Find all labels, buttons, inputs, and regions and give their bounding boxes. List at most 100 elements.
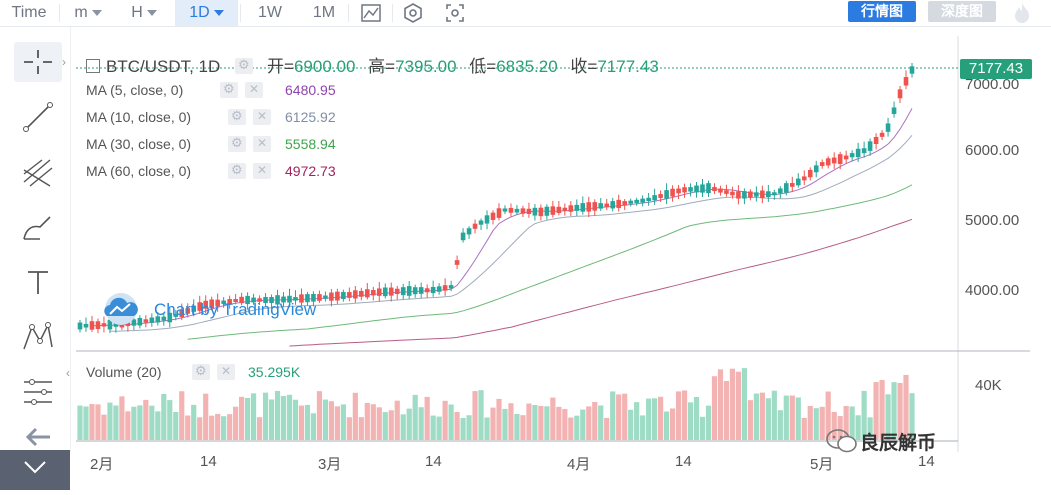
ma-line <box>91 108 913 327</box>
volume-bar <box>562 409 568 440</box>
close-icon[interactable] <box>253 163 271 179</box>
tab-hours[interactable]: H <box>118 0 170 26</box>
candle-body <box>173 313 179 317</box>
settings-button[interactable] <box>396 0 430 26</box>
candle-body <box>185 308 191 314</box>
close-icon[interactable] <box>217 364 235 380</box>
low-label: 低= <box>469 57 497 76</box>
candle-body <box>388 287 394 296</box>
candle-body <box>89 321 95 330</box>
tab-time[interactable]: Time <box>0 0 58 26</box>
candle-body <box>825 158 831 166</box>
candle-body <box>341 292 346 300</box>
high-label: 高= <box>368 57 396 76</box>
gear-icon[interactable] <box>228 135 246 152</box>
candle-body <box>209 299 214 309</box>
tab-1m[interactable]: 1M <box>302 0 346 26</box>
text-tool[interactable] <box>14 262 62 302</box>
volume-bar <box>370 404 376 440</box>
tab-minutes[interactable]: m <box>62 0 114 26</box>
candle-body <box>394 288 400 295</box>
candle-body <box>532 207 538 216</box>
brush-tool[interactable] <box>14 207 62 247</box>
candle-body <box>568 205 574 212</box>
candle-body <box>77 322 83 330</box>
candle-body <box>83 323 89 328</box>
screenshot-button[interactable] <box>438 0 472 26</box>
candle-body <box>819 162 825 166</box>
gear-icon[interactable] <box>220 81 238 98</box>
arrow-tool[interactable] <box>14 422 62 462</box>
volume-bar <box>765 398 771 440</box>
pitchfork-tool[interactable] <box>14 152 62 192</box>
measure-tool[interactable] <box>14 372 62 412</box>
volume-bar <box>364 402 370 440</box>
volume-bar <box>143 399 149 440</box>
volume-bar <box>819 406 825 440</box>
volume-bar <box>807 405 813 440</box>
gear-icon[interactable] <box>235 57 254 74</box>
open-label: 开= <box>267 57 294 76</box>
candle-body <box>412 287 418 295</box>
candle-body <box>550 206 556 215</box>
trend-line-tool[interactable] <box>14 97 62 137</box>
close-icon[interactable] <box>253 136 271 152</box>
gear-icon[interactable] <box>228 162 246 179</box>
volume-bar <box>717 369 724 440</box>
chevron-right-icon: › <box>62 55 66 69</box>
volume-bar <box>460 417 466 440</box>
volume-bar <box>801 417 807 440</box>
volume-bar <box>520 415 526 440</box>
collapse-legend-icon[interactable] <box>86 59 100 73</box>
ma-line <box>289 218 913 347</box>
volume-bar <box>173 411 179 440</box>
tradingview-watermark[interactable]: Chart by TradingView <box>97 292 316 328</box>
time-tick: 14 <box>425 453 442 470</box>
volume-bar <box>532 404 538 440</box>
volume-bar <box>221 416 227 440</box>
close-icon[interactable] <box>253 109 271 125</box>
volume-bar <box>256 417 263 440</box>
volume-bar <box>837 416 843 440</box>
candle-body <box>873 136 879 145</box>
candle-body <box>424 288 430 293</box>
candle-body <box>885 123 891 132</box>
volume-bar <box>526 403 532 440</box>
crosshair-tool[interactable] <box>14 42 62 82</box>
tab-1d[interactable]: 1D <box>175 0 238 26</box>
gear-icon[interactable] <box>228 108 246 125</box>
volume-bar <box>747 400 753 440</box>
candle-body <box>867 141 873 151</box>
chart-type-button[interactable] <box>354 0 388 26</box>
price-tick: 7000.00 <box>965 76 1020 93</box>
volume-bar <box>292 399 299 440</box>
gear-icon[interactable] <box>192 363 210 380</box>
volume-bar <box>472 391 478 440</box>
volume-bar <box>861 390 867 440</box>
volume-bar <box>149 405 155 440</box>
volume-bar <box>209 415 215 440</box>
tab-1w[interactable]: 1W <box>248 0 292 26</box>
collapse-toolbar-button[interactable] <box>0 450 70 490</box>
price-chart[interactable] <box>70 27 1030 452</box>
close-icon[interactable] <box>245 82 263 98</box>
candle-body <box>329 292 334 301</box>
volume-bar <box>191 404 197 440</box>
volume-bar <box>239 396 245 440</box>
candle-body <box>359 290 364 297</box>
chevron-left-icon[interactable]: ‹ <box>66 366 70 380</box>
market-view-button[interactable]: 行情图 <box>848 1 916 22</box>
volume-bar <box>484 417 490 440</box>
candle-body <box>772 192 777 196</box>
depth-view-button[interactable]: 深度图 <box>928 1 996 22</box>
candle-body <box>508 207 514 213</box>
tab-minutes-label: m <box>74 4 88 21</box>
pattern-tool[interactable] <box>14 317 62 357</box>
ma10-label: MA (10, close, 0) <box>86 109 192 125</box>
candle-body <box>640 198 645 203</box>
candle-body <box>406 286 412 296</box>
time-tick: 14 <box>200 453 217 470</box>
volume-bar <box>233 406 239 440</box>
candle-body <box>748 191 753 198</box>
camera-frame-icon <box>446 4 464 22</box>
